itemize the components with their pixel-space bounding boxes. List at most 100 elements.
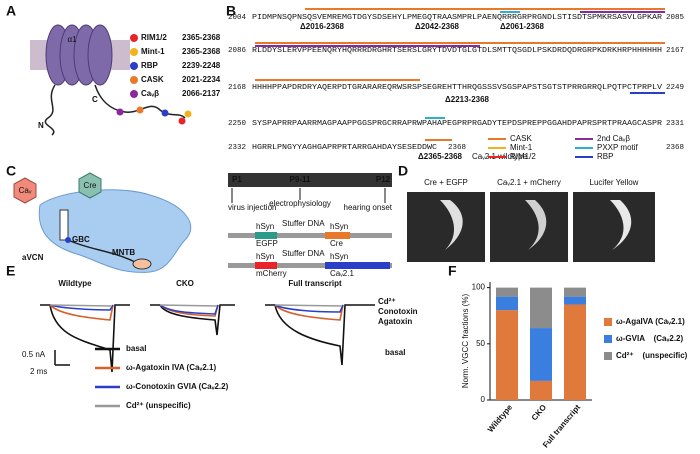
scale-label: 0.5 nA	[22, 350, 46, 359]
label: hSyn	[330, 252, 348, 261]
gbc-cell	[65, 237, 71, 243]
label: hSyn	[256, 222, 274, 231]
cre-virus	[78, 172, 102, 199]
trace-title: Wildtype	[58, 279, 92, 288]
legend-name: 2nd Caᵥβ	[597, 134, 630, 143]
event: hearing onset	[344, 203, 393, 212]
bar-segment	[496, 296, 518, 311]
image-title: Cre + EGFP	[424, 178, 468, 187]
legend-name: RBP	[141, 61, 159, 70]
channel	[45, 24, 113, 86]
label: mCherry	[256, 269, 287, 278]
image-title: Lucifer Yellow	[590, 178, 639, 187]
legend-dot	[130, 34, 138, 42]
legend-dot	[130, 48, 138, 56]
legend-range: 2365-2368	[182, 33, 221, 42]
sequence: RLDDYSLERVPPEENQRYHQRRRDRGHRTSERSLGRYTDV…	[252, 47, 662, 55]
deletion: Δ2061-2368	[500, 22, 545, 31]
legend-name: PXXP motif	[597, 143, 639, 152]
label: Cre	[330, 239, 343, 248]
panel-label: A	[6, 3, 16, 19]
legend-name: CASK	[141, 75, 164, 84]
bar-segment	[496, 310, 518, 400]
legend-name: Caᵥβ	[141, 89, 159, 98]
y-tick-label: 50	[476, 339, 485, 348]
event: electrophysiology	[269, 199, 331, 208]
legend-name: ω-AgaIVA (Caᵥ2.1)	[616, 317, 685, 326]
bar-segment	[564, 304, 586, 400]
timeline-label: P9-11	[290, 175, 311, 184]
label: C	[92, 95, 98, 104]
legend-name: ω-Agatoxin IVA (Caᵥ2.1)	[126, 363, 216, 372]
timeline-label: P12	[376, 175, 391, 184]
legend-swatch	[604, 318, 612, 326]
sequence: HGRRLPNGYYAGHGAPRPRTARRGAHDAYSESEDDWC	[252, 144, 438, 152]
label: hSyn	[330, 222, 348, 231]
bar-segment	[530, 380, 552, 400]
legend-name: basal	[126, 344, 146, 353]
panel-label: C	[6, 163, 16, 179]
legend-name: ω-Conotoxin GVIA (Caᵥ2.2)	[126, 382, 229, 391]
trace-label: basal	[385, 348, 405, 357]
label: Cre	[84, 181, 97, 190]
scale-bar	[54, 350, 70, 366]
panel-label: B	[226, 3, 236, 19]
constructs	[228, 232, 392, 269]
legend-range: 2066-2137	[182, 89, 221, 98]
label: Caᵥ	[19, 186, 32, 195]
sequence-end: 2167	[666, 47, 684, 55]
bar-segment	[530, 287, 552, 329]
c-terminus	[94, 84, 186, 119]
sequence-end: 2368	[448, 144, 466, 152]
domain-bars	[255, 8, 665, 141]
legend-swatch	[604, 352, 612, 360]
legend-name: CASK	[510, 134, 532, 143]
micrographs	[407, 192, 655, 262]
bar-segment	[564, 287, 586, 297]
sequence-start: 2004	[228, 14, 247, 22]
scale-label: 2 ms	[30, 367, 47, 376]
bar-segment	[530, 328, 552, 381]
legend-name: Mint-1	[141, 47, 165, 56]
bar-segment	[496, 287, 518, 297]
label: MNTB	[112, 248, 135, 257]
y-tick-label: 100	[472, 283, 486, 292]
label: α1	[67, 35, 77, 44]
event: virus injection	[228, 203, 276, 212]
legend-name: RIM1/2	[510, 152, 536, 161]
bar-segment	[564, 296, 586, 305]
panel-label: E	[6, 263, 15, 279]
timeline-label: P1	[232, 175, 242, 184]
label: N	[38, 121, 44, 130]
legend-name: Cd²⁺ (unspecific)	[126, 401, 191, 410]
legend-name: Mint-1	[510, 143, 533, 152]
label: hSyn	[256, 252, 274, 261]
legend-name: ω-GVIA (Caᵥ2.2)	[616, 334, 683, 343]
trace-title: Full transcript	[288, 279, 342, 288]
syringe	[59, 209, 69, 241]
label: aVCN	[22, 253, 44, 262]
deletion: Δ2213-2368	[445, 95, 490, 104]
sequence-end: 2085	[666, 14, 685, 22]
sequence: PIDMPNSQPNSQSVEMREMGTDGYSDSEHYLPMEGQTRAA…	[252, 14, 663, 22]
panel-label: F	[448, 263, 457, 279]
legend-range: 2021-2234	[182, 75, 221, 84]
mntb-cell	[132, 258, 152, 270]
trace-label: Cd²⁺	[378, 297, 396, 306]
image-title: Caᵥ2.1 + mCherry	[497, 178, 561, 187]
panel-label: D	[398, 163, 408, 179]
sequence-start: 2086	[228, 47, 247, 55]
legend-name: RBP	[597, 152, 613, 161]
cav-virus	[13, 177, 37, 204]
legend-dot	[130, 76, 138, 84]
sequence-end: 2331	[666, 120, 685, 128]
deletion: Δ2042-2368	[415, 22, 460, 31]
n-terminus	[44, 84, 56, 136]
legend-name: Cd²⁺ (unspecific)	[616, 351, 688, 360]
timeline-arrows	[231, 188, 386, 203]
y-tick-label: 0	[481, 395, 486, 404]
trace-title: CKO	[176, 279, 194, 288]
legend-dot	[130, 90, 138, 98]
current-traces	[40, 304, 375, 373]
